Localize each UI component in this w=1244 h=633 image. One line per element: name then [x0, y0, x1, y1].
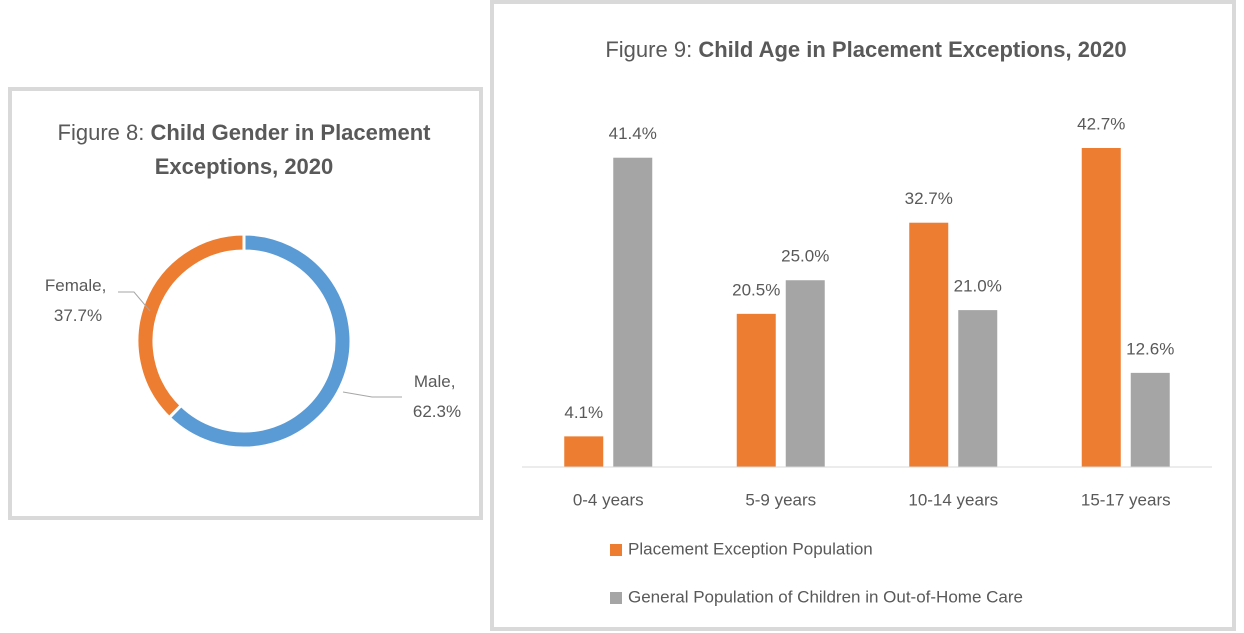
data-label: 25.0%	[781, 247, 829, 266]
leader-line	[342, 391, 402, 398]
title-label: Figure 8:	[57, 120, 145, 145]
bar	[909, 222, 949, 467]
data-label: 32.7%	[905, 189, 953, 208]
bar	[1081, 148, 1121, 467]
data-label: Male, 62.3%	[413, 372, 461, 421]
bar	[564, 436, 604, 467]
chart-title: Figure 8: Child Gender in Placement Exce…	[54, 116, 434, 184]
legend-label: Placement Exception Population	[628, 539, 873, 558]
donut-slice	[135, 232, 246, 420]
data-label: 12.6%	[1126, 339, 1174, 358]
x-tick-label: 5-9 years	[745, 490, 816, 509]
legend-label: General Population of Children in Out-of…	[628, 587, 1023, 606]
bar	[1130, 372, 1170, 467]
data-label: Female, 37.7%	[45, 276, 111, 325]
data-label: 41.4%	[609, 124, 657, 143]
bar	[785, 280, 825, 467]
panel	[8, 87, 483, 520]
title-text: Child Age in Placement Exceptions, 2020	[698, 37, 1127, 62]
bar	[613, 157, 653, 467]
x-tick-label: 0-4 years	[573, 490, 644, 509]
bar	[958, 310, 998, 467]
data-label: 4.1%	[564, 403, 603, 422]
x-tick-label: 10-14 years	[908, 490, 998, 509]
data-label: 42.7%	[1077, 114, 1125, 133]
data-label: 20.5%	[732, 280, 780, 299]
legend-swatch	[610, 592, 622, 604]
x-tick-label: 15-17 years	[1081, 490, 1171, 509]
title-label: Figure 9:	[605, 37, 693, 62]
bar	[736, 313, 776, 467]
chart-title: Figure 9: Child Age in Placement Excepti…	[586, 33, 1146, 67]
data-label: 21.0%	[954, 277, 1002, 296]
leader-line	[118, 291, 151, 312]
panel	[490, 0, 1236, 631]
legend-swatch	[610, 544, 622, 556]
title-text: Child Gender in Placement Exceptions, 20…	[150, 120, 431, 179]
